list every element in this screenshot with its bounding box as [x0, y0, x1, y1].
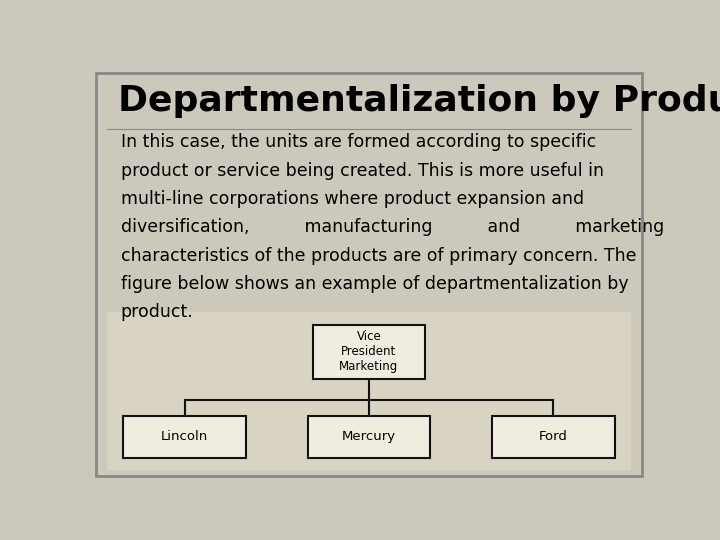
- Text: In this case, the units are formed according to specific: In this case, the units are formed accor…: [121, 133, 596, 151]
- FancyBboxPatch shape: [124, 416, 246, 458]
- Text: multi-line corporations where product expansion and: multi-line corporations where product ex…: [121, 190, 584, 208]
- FancyBboxPatch shape: [107, 312, 631, 470]
- Text: diversification,          manufacturing          and          marketing: diversification, manufacturing and marke…: [121, 218, 664, 236]
- Text: Departmentalization by Product: Departmentalization by Product: [118, 84, 720, 118]
- FancyBboxPatch shape: [96, 73, 642, 476]
- Text: Vice
President
Marketing: Vice President Marketing: [339, 330, 399, 373]
- Text: figure below shows an example of departmentalization by: figure below shows an example of departm…: [121, 275, 629, 293]
- FancyBboxPatch shape: [313, 325, 425, 379]
- Text: Mercury: Mercury: [342, 430, 396, 443]
- FancyBboxPatch shape: [492, 416, 615, 458]
- FancyBboxPatch shape: [307, 416, 431, 458]
- Text: product.: product.: [121, 303, 194, 321]
- Text: characteristics of the products are of primary concern. The: characteristics of the products are of p…: [121, 246, 636, 265]
- Text: product or service being created. This is more useful in: product or service being created. This i…: [121, 161, 603, 180]
- Text: Ford: Ford: [539, 430, 567, 443]
- Text: Lincoln: Lincoln: [161, 430, 209, 443]
